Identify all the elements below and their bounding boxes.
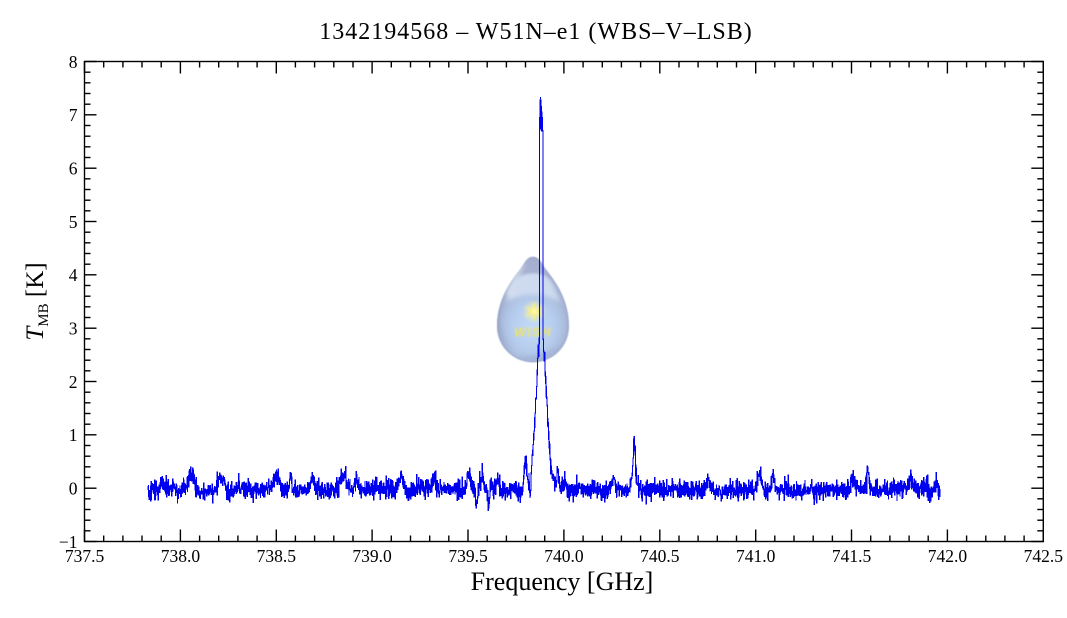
svg-text:741.5: 741.5: [832, 546, 872, 566]
svg-text:738.0: 738.0: [161, 546, 201, 566]
svg-text:739.0: 739.0: [352, 546, 392, 566]
svg-text:5: 5: [69, 212, 78, 232]
svg-text:−1: −1: [59, 532, 78, 552]
svg-text:7: 7: [69, 105, 78, 125]
svg-text:1342194568 – W51N–e1 (WBS–V–LS: 1342194568 – W51N–e1 (WBS–V–LSB): [319, 19, 753, 45]
svg-text:741.0: 741.0: [736, 546, 776, 566]
svg-text:WISH: WISH: [514, 326, 551, 340]
svg-text:742.5: 742.5: [1024, 546, 1064, 566]
svg-text:740.5: 740.5: [640, 546, 680, 566]
svg-text:TMB [K]: TMB [K]: [22, 262, 52, 340]
svg-text:6: 6: [69, 159, 78, 179]
svg-text:1: 1: [69, 425, 78, 445]
svg-text:3: 3: [69, 319, 78, 339]
svg-text:738.5: 738.5: [257, 546, 297, 566]
svg-text:4: 4: [69, 265, 78, 285]
svg-text:737.5: 737.5: [65, 546, 105, 566]
svg-text:0: 0: [69, 479, 78, 499]
svg-text:739.5: 739.5: [448, 546, 488, 566]
svg-text:740.0: 740.0: [544, 546, 584, 566]
svg-text:2: 2: [69, 372, 78, 392]
svg-text:8: 8: [69, 52, 78, 72]
svg-text:742.0: 742.0: [928, 546, 968, 566]
svg-text:Frequency [GHz]: Frequency [GHz]: [471, 567, 654, 596]
